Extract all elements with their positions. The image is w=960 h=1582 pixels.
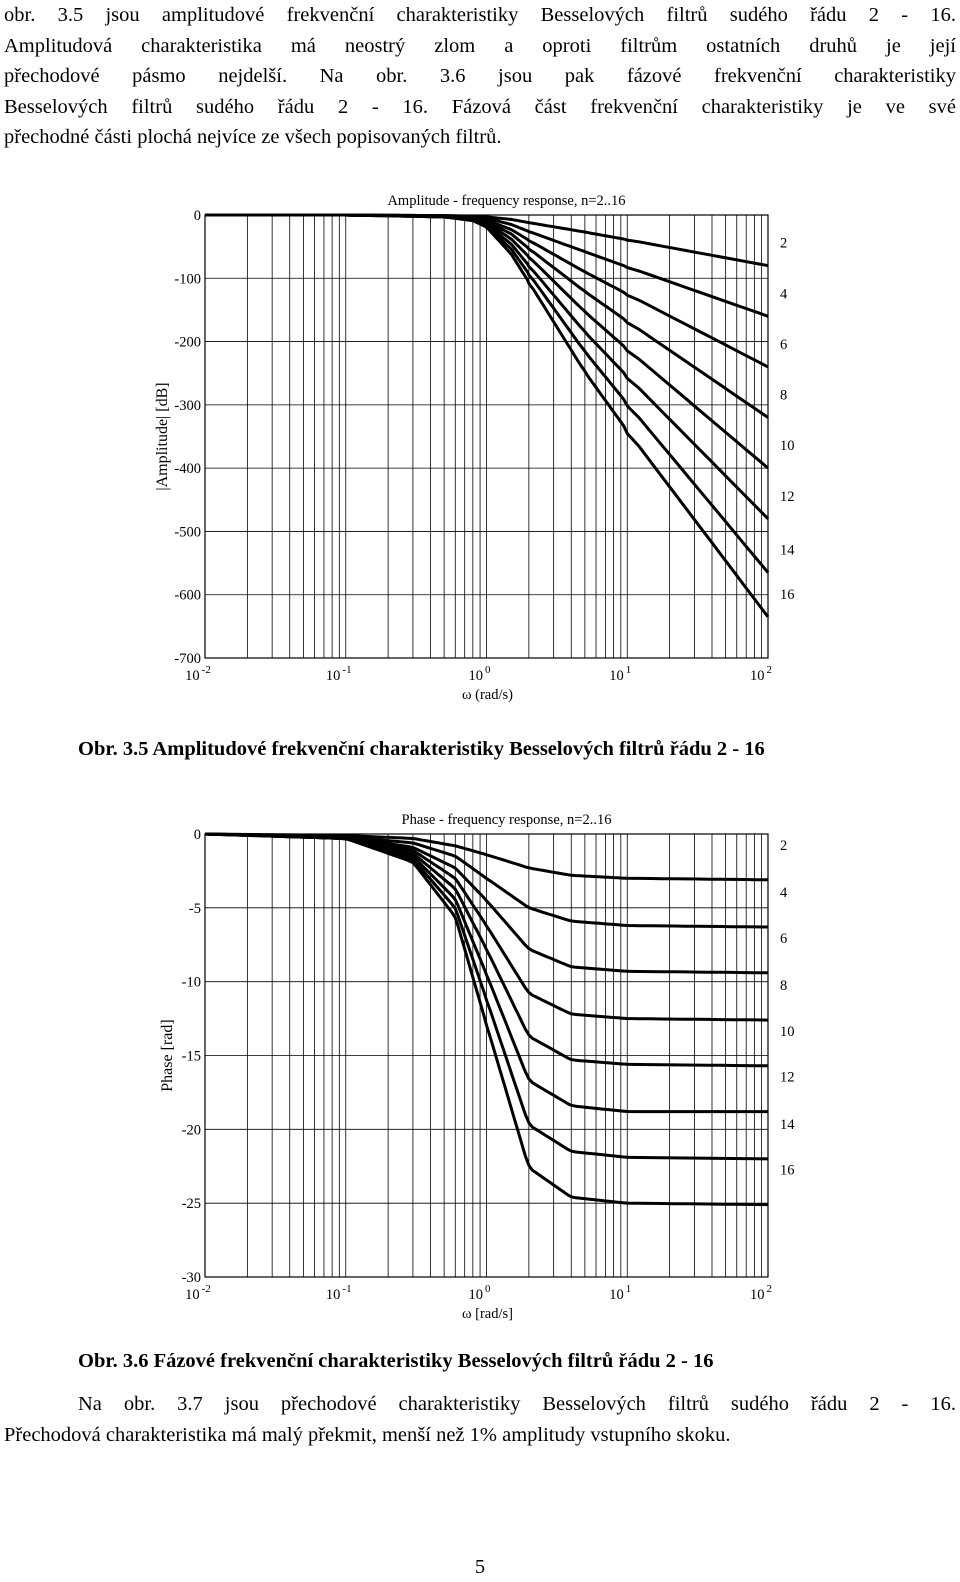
x-tick-label: 10 -1 [326, 664, 352, 684]
y-tick-label: -30 [182, 1270, 201, 1286]
paragraph-line: přechodné části plochá nejvíce ze všech … [4, 126, 502, 149]
series-label: 16 [780, 1163, 795, 1179]
x-axis-label: ω (rad/s) [462, 687, 513, 703]
x-tick-label: 10 -1 [326, 1283, 352, 1303]
plot-frame [204, 833, 769, 1278]
x-tick-label: 10 2 [750, 1283, 772, 1303]
y-tick-label: -100 [174, 271, 201, 287]
y-tick-label: -25 [182, 1196, 201, 1212]
series-label: 6 [780, 337, 787, 353]
paragraph-line: obr. 3.5 jsou amplitudové frekvenční cha… [4, 4, 956, 26]
x-tick-label: 10 0 [469, 1283, 492, 1303]
paragraph-line: Na obr. 3.7 jsou přechodové charakterist… [78, 1393, 956, 1415]
paragraph-line: Přechodová charakteristika má malý překm… [4, 1423, 731, 1446]
series-label: 14 [780, 543, 795, 559]
y-tick-label: -5 [189, 901, 201, 917]
amplitude-chart: Amplitude - frequency response, n=2..16 0… [154, 193, 795, 703]
series-label: 4 [780, 885, 788, 901]
series-label: 14 [780, 1117, 795, 1133]
chart-title: Amplitude - frequency response, n=2..16 [387, 193, 625, 209]
y-axis-label: |Amplitude| [dB] [154, 382, 171, 490]
x-tick-label: 10 0 [469, 664, 492, 684]
paragraph-line: přechodové pásmo nejdelší. Na obr. 3.6 j… [4, 65, 956, 88]
series-line-8 [204, 832, 769, 1022]
y-tick-label: -500 [174, 524, 201, 540]
series-label: 6 [780, 931, 787, 947]
series-label: 12 [780, 489, 795, 505]
series-label: 8 [780, 388, 787, 404]
x-tick-label: 10 2 [750, 664, 772, 684]
y-tick-label: -700 [174, 651, 201, 667]
paragraph-top: obr. 3.5 jsou amplitudové frekvenční cha… [4, 0, 956, 153]
y-tick-label: -10 [182, 975, 201, 991]
paragraph-line: Amplitudová charakteristika má neostrý z… [4, 34, 956, 57]
grid [204, 214, 768, 659]
x-tick-label: 10 -2 [185, 664, 211, 684]
paragraph-bottom: Na obr. 3.7 jsou přechodové charakterist… [4, 1389, 956, 1450]
y-tick-label: 0 [194, 827, 201, 843]
page-number: 5 [474, 1556, 486, 1578]
y-tick-label: -600 [174, 588, 201, 604]
y-axis-label: Phase [rad] [159, 1019, 176, 1091]
x-tick-label: 10 -2 [185, 1283, 211, 1303]
figure-1-caption: Obr. 3.5 Amplitudové frekvenční charakte… [78, 738, 765, 760]
y-tick-label: -200 [174, 335, 201, 351]
series-label: 2 [780, 838, 787, 854]
x-tick-label: 10 1 [609, 1283, 631, 1303]
y-tick-label: -400 [174, 461, 201, 477]
series-label: 12 [780, 1070, 795, 1086]
series-line-16 [205, 213, 770, 618]
figure-2-caption: Obr. 3.6 Fázové frekvenční charakteristi… [78, 1350, 714, 1372]
series-label: 16 [780, 587, 795, 603]
series-line-2 [204, 832, 769, 882]
y-tick-label: -20 [182, 1122, 201, 1138]
series-label: 2 [780, 236, 787, 252]
series-label: 4 [780, 286, 788, 302]
series-label: 8 [780, 978, 787, 994]
y-tick-label: 0 [194, 208, 201, 224]
paragraph-line: Besselových filtrů sudého řádu 2 - 16. F… [4, 95, 956, 118]
y-tick-label: -15 [182, 1049, 201, 1065]
series-line-16 [204, 832, 769, 1207]
phase-chart: Phase - frequency response, n=2..16 0 -5 -1… [159, 812, 795, 1322]
y-tick-label: -300 [174, 398, 201, 414]
series-label: 10 [780, 438, 795, 454]
x-axis-label: ω [rad/s] [462, 1306, 513, 1322]
x-tick-label: 10 1 [609, 664, 631, 684]
chart-title: Phase - frequency response, n=2..16 [402, 812, 612, 828]
plot-frame [204, 214, 769, 659]
series-label: 10 [780, 1024, 795, 1040]
